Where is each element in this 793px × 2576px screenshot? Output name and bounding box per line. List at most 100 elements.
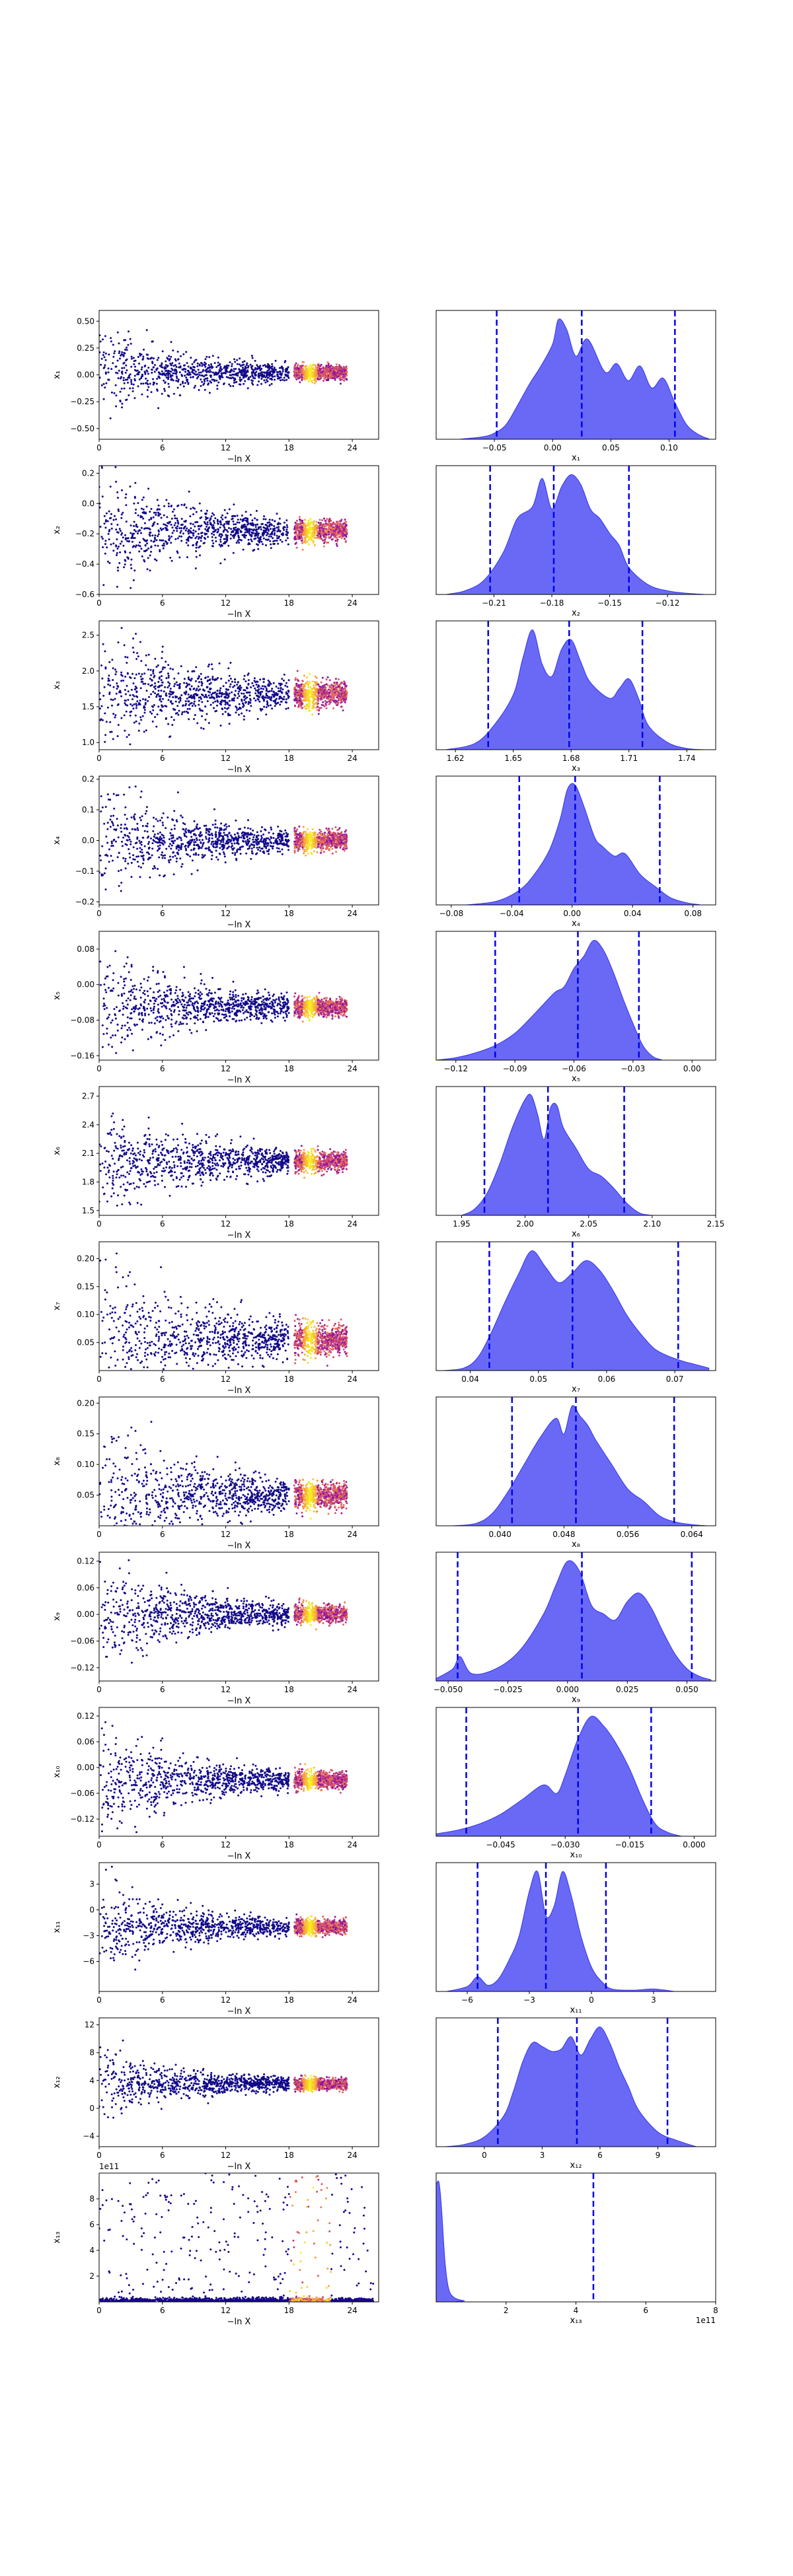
scatter-point — [142, 682, 145, 685]
scatter-point — [190, 696, 192, 699]
scatter-point — [115, 371, 118, 374]
x-tick-label: 1.68 — [562, 754, 580, 763]
scatter-point — [336, 533, 338, 536]
scatter-point — [173, 810, 176, 812]
scatter-point — [250, 535, 252, 538]
scatter-point — [155, 382, 158, 385]
scatter-point — [254, 375, 256, 377]
scatter-point — [140, 382, 143, 385]
scatter-point — [181, 368, 184, 371]
scatter-point — [226, 522, 229, 525]
scatter-points — [99, 785, 348, 892]
scatter-point — [251, 357, 254, 359]
scatter-point — [297, 693, 299, 696]
scatter-point — [334, 526, 337, 529]
scatter-point — [317, 692, 320, 694]
scatter-point — [135, 523, 137, 526]
scatter-point — [301, 541, 304, 544]
scatter-point — [155, 666, 158, 668]
scatter-point — [336, 536, 338, 539]
scatter-point — [237, 375, 239, 377]
scatter-point — [163, 372, 165, 375]
scatter-point — [152, 516, 155, 519]
scatter-point — [102, 382, 105, 385]
scatter-point — [280, 697, 282, 699]
scatter-point — [168, 684, 170, 687]
scatter-point — [340, 698, 342, 700]
scatter-point — [190, 376, 192, 378]
scatter-point — [322, 704, 324, 707]
scatter-point — [257, 373, 260, 376]
scatter-point — [194, 530, 197, 533]
scatter-point — [346, 378, 348, 381]
scatter-point — [305, 365, 308, 367]
scatter-point — [147, 367, 150, 369]
scatter-point — [246, 366, 249, 369]
scatter-point — [295, 524, 298, 527]
x-tick-label: 12 — [221, 598, 231, 608]
scatter-point — [246, 517, 249, 520]
scatter-point — [299, 701, 301, 703]
scatter-point — [193, 820, 196, 822]
scatter-point — [313, 694, 316, 697]
scatter-point — [251, 382, 253, 384]
scatter-point — [315, 681, 318, 684]
scatter-point — [226, 367, 229, 369]
scatter-point — [104, 543, 106, 546]
scatter-point — [99, 719, 102, 721]
scatter-point — [167, 664, 170, 666]
scatter-point — [216, 690, 219, 692]
scatter-point — [159, 550, 161, 553]
scatter-points — [99, 329, 348, 419]
scatter-point — [241, 702, 244, 705]
scatter-point — [262, 688, 264, 690]
scatter-point — [340, 690, 342, 692]
scatter-point — [207, 367, 209, 370]
scatter-point — [313, 684, 315, 686]
scatter-point — [238, 703, 241, 705]
scatter-point — [220, 703, 223, 706]
scatter-point — [175, 366, 178, 368]
scatter-point — [245, 697, 247, 699]
scatter-point — [119, 400, 122, 403]
scatter-point — [195, 680, 197, 682]
scatter-point — [123, 382, 126, 384]
scatter-point — [180, 694, 183, 697]
scatter-point — [319, 375, 321, 378]
scatter-point — [207, 665, 209, 668]
scatter-point — [217, 361, 219, 364]
scatter-point — [193, 700, 196, 703]
scatter-point — [154, 692, 157, 695]
scatter-point — [189, 688, 192, 691]
scatter-point — [229, 374, 231, 376]
scatter-point — [237, 708, 240, 710]
scatter-point — [221, 518, 224, 520]
scatter-point — [243, 718, 245, 721]
scatter-point — [190, 367, 192, 369]
scatter-point — [246, 387, 249, 390]
scatter-point — [272, 528, 275, 530]
scatter-point — [130, 688, 133, 691]
scatter-point — [284, 701, 287, 703]
scatter-point — [326, 367, 328, 370]
scatter-point — [320, 368, 322, 371]
scatter-point — [239, 706, 241, 709]
scatter-point — [163, 875, 165, 878]
scatter-point — [137, 855, 139, 858]
scatter-point — [183, 503, 186, 506]
scatter-point — [140, 680, 143, 683]
scatter-point — [178, 394, 181, 396]
scatter-point — [267, 538, 270, 541]
scatter-point — [170, 364, 172, 367]
scatter-point — [119, 542, 122, 545]
scatter-point — [249, 698, 251, 700]
scatter-point — [187, 700, 190, 703]
scatter-point — [343, 377, 346, 380]
scatter-point — [307, 699, 310, 702]
scatter-point — [170, 517, 173, 520]
scatter-point — [298, 689, 301, 692]
scatter-point — [324, 703, 327, 705]
scatter-point — [330, 535, 332, 538]
scatter-point — [159, 373, 161, 375]
scatter-point — [317, 378, 319, 380]
